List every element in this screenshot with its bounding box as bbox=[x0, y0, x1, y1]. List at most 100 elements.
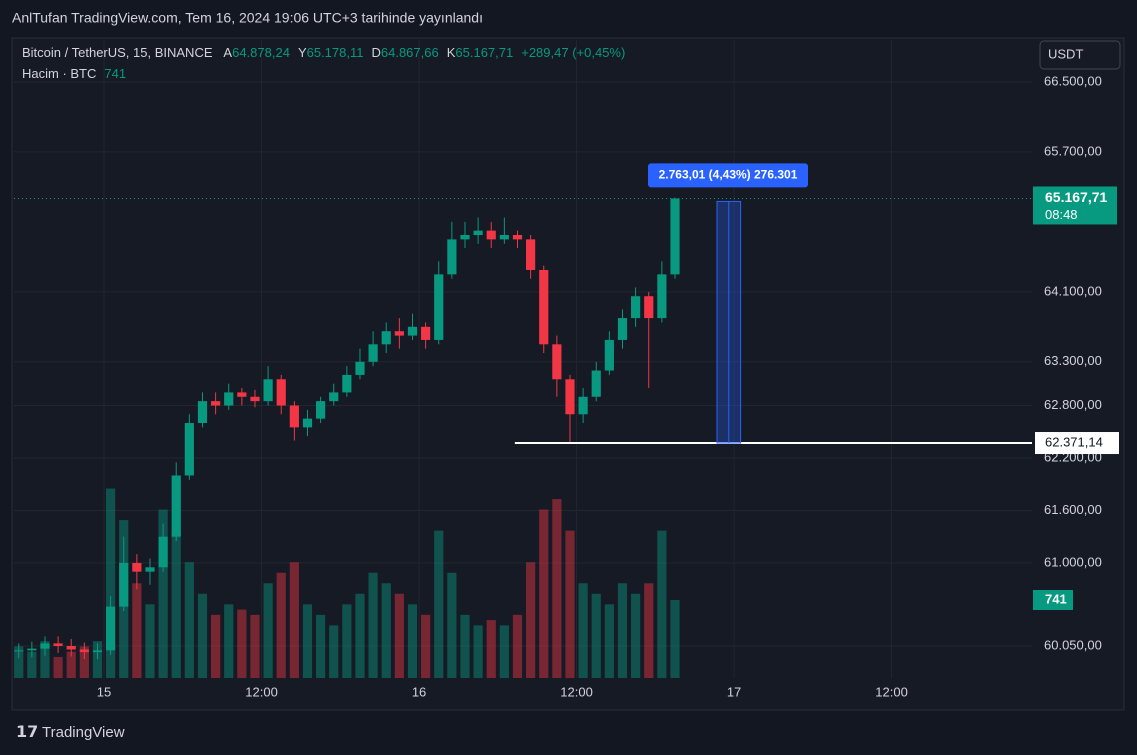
candle-body bbox=[119, 562, 129, 607]
y-tick-label: 60.050,00 bbox=[1044, 637, 1102, 652]
candle-body bbox=[92, 650, 103, 653]
candle-body bbox=[237, 392, 247, 397]
volume-bar bbox=[132, 583, 142, 678]
candle-body bbox=[644, 296, 654, 319]
candle-body bbox=[197, 401, 208, 424]
candle-body bbox=[407, 326, 418, 336]
y-tick-label: 61.600,00 bbox=[1044, 502, 1102, 517]
volume-legend: Hacim · BTC 741 bbox=[22, 66, 126, 81]
last-price-box bbox=[1033, 186, 1117, 225]
volume-bar bbox=[211, 614, 221, 678]
candle-body bbox=[329, 392, 339, 402]
ohlc-value: 65.167,71 bbox=[455, 45, 513, 60]
y-tick-label: 61.000,00 bbox=[1044, 554, 1102, 569]
candle-body bbox=[342, 374, 352, 393]
ohlc-key: Y bbox=[298, 45, 307, 60]
candle-body bbox=[421, 326, 431, 340]
volume-bar bbox=[578, 583, 588, 678]
volume-bar bbox=[184, 562, 194, 678]
volume-bar bbox=[644, 583, 654, 678]
currency-button[interactable] bbox=[1039, 40, 1121, 70]
volume-bar bbox=[486, 620, 496, 678]
volume-bar bbox=[355, 593, 365, 678]
ohlc-value: 64.878,24 bbox=[232, 45, 290, 60]
candle-body bbox=[394, 331, 404, 336]
footer: TradingView bbox=[42, 724, 125, 741]
candle-body bbox=[512, 235, 523, 240]
candle-body bbox=[14, 650, 24, 652]
candle-body bbox=[486, 230, 496, 240]
candle-body bbox=[40, 643, 50, 649]
volume-bar bbox=[27, 651, 37, 678]
countdown: 08:48 bbox=[1045, 207, 1078, 222]
volume-bar bbox=[512, 614, 523, 678]
candle-body bbox=[171, 475, 181, 537]
ohlc-key: D bbox=[371, 45, 380, 60]
candle-body bbox=[106, 606, 116, 651]
volume-bar bbox=[460, 614, 470, 678]
grid bbox=[14, 40, 1032, 678]
candle-body bbox=[499, 235, 509, 240]
candle-body bbox=[302, 418, 313, 428]
candle-body bbox=[631, 296, 641, 319]
volume-bar bbox=[237, 609, 247, 678]
volume-bar bbox=[657, 530, 667, 678]
candle-body bbox=[27, 648, 37, 651]
volume-bar bbox=[79, 646, 89, 678]
candle-body bbox=[368, 344, 378, 362]
candle-body bbox=[539, 269, 549, 345]
x-tick-label: 12:00 bbox=[560, 684, 593, 699]
volume-bar bbox=[473, 625, 483, 678]
candle-body bbox=[184, 423, 194, 476]
candle-body bbox=[526, 239, 536, 270]
volume-bar bbox=[552, 499, 562, 678]
volume-bar bbox=[197, 593, 208, 678]
volume-bar bbox=[263, 583, 273, 678]
candle-body bbox=[565, 379, 575, 415]
volume-bar bbox=[565, 530, 575, 678]
symbol-legend: Bitcoin / TetherUS, 15, BINANCE A64.878,… bbox=[22, 45, 625, 60]
candle-body bbox=[657, 274, 667, 319]
candle-body bbox=[66, 645, 76, 650]
currency[interactable]: USDT bbox=[1048, 46, 1083, 61]
volume-bar bbox=[617, 583, 628, 678]
x-tick-label: 16 bbox=[412, 684, 426, 699]
ohlc-value: 65.178,11 bbox=[307, 45, 364, 60]
volume-title: Hacim · BTC bbox=[22, 66, 96, 81]
volume-bar bbox=[368, 572, 378, 678]
volume-axis-box bbox=[1033, 590, 1073, 610]
volume-bar bbox=[591, 593, 601, 678]
candle-body bbox=[276, 379, 286, 406]
candle-body bbox=[158, 536, 168, 568]
y-tick-label: 65.700,00 bbox=[1044, 143, 1102, 158]
candle-body bbox=[250, 396, 260, 402]
x-tick-label: 17 bbox=[727, 684, 741, 699]
volume-bar bbox=[158, 509, 168, 678]
logo-mark: 𝟭𝟳 bbox=[16, 724, 38, 741]
candle-body bbox=[447, 239, 457, 275]
x-tick-label: 12:00 bbox=[245, 684, 278, 699]
volume-bar bbox=[171, 530, 181, 678]
plot bbox=[14, 197, 1032, 678]
volume-bar bbox=[92, 641, 103, 678]
measure-label: 2.763,01 (4,43%) 276.301 bbox=[659, 168, 798, 182]
volume-bar bbox=[631, 593, 641, 678]
volume-bar bbox=[499, 625, 509, 678]
volume-bar bbox=[66, 651, 76, 678]
volume-bar bbox=[40, 641, 50, 678]
hline-label: 62.371,14 bbox=[1045, 434, 1103, 449]
x-tick-label: 12:00 bbox=[875, 684, 908, 699]
volume-bar bbox=[381, 583, 391, 678]
candle-body bbox=[132, 562, 142, 572]
candle-body bbox=[604, 339, 614, 371]
volume-bar bbox=[421, 614, 431, 678]
volume-bar bbox=[447, 572, 457, 678]
ohlc-key: A bbox=[223, 45, 232, 60]
ohlc-key: K bbox=[447, 45, 456, 60]
volume-bar bbox=[670, 600, 680, 678]
volume-bar bbox=[250, 614, 260, 678]
volume-bar bbox=[145, 604, 155, 678]
symbol: Bitcoin / TetherUS, 15, BINANCE bbox=[22, 45, 213, 60]
change: +289,47 (+0,45%) bbox=[521, 45, 625, 60]
